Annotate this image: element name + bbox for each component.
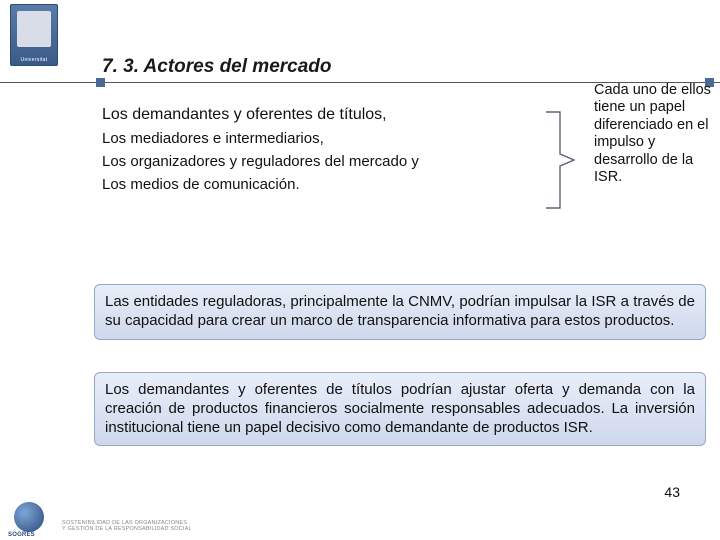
paragraph-box-demandantes: Los demandantes y oferentes de títulos p… xyxy=(94,372,706,446)
page-title: 7. 3. Actores del mercado xyxy=(102,56,332,78)
footer-tagline: SOSTENIBILIDAD DE LAS ORGANIZACIONES Y G… xyxy=(62,520,192,532)
actor-item-3: Los medios de comunicación. xyxy=(102,176,482,193)
university-logo: Universitat xyxy=(10,4,58,66)
footer-line-2: Y GESTIÓN DE LA RESPONSABILIDAD SOCIAL xyxy=(62,526,192,532)
actor-item-0: Los demandantes y oferentes de títulos, xyxy=(102,106,482,124)
university-logo-inner xyxy=(17,11,51,47)
sogres-logo-text: SOGRES xyxy=(8,532,35,538)
sogres-logo-circle xyxy=(14,502,44,532)
actor-item-1: Los mediadores e intermediarios, xyxy=(102,130,482,147)
actors-list: Los demandantes y oferentes de títulos, … xyxy=(102,106,482,199)
sogres-logo: SOGRES xyxy=(8,502,54,538)
actor-item-2: Los organizadores y reguladores del merc… xyxy=(102,153,482,170)
university-logo-label: Universitat xyxy=(11,57,57,63)
title-marker-left xyxy=(96,78,105,87)
side-note: Cada uno de ellos tiene un papel diferen… xyxy=(594,82,712,186)
footer: SOGRES SOSTENIBILIDAD DE LAS ORGANIZACIO… xyxy=(0,504,720,540)
bracket-icon xyxy=(544,110,582,210)
page-number: 43 xyxy=(664,484,680,500)
paragraph-box-regulators: Las entidades reguladoras, principalment… xyxy=(94,284,706,340)
left-margin xyxy=(0,0,68,540)
